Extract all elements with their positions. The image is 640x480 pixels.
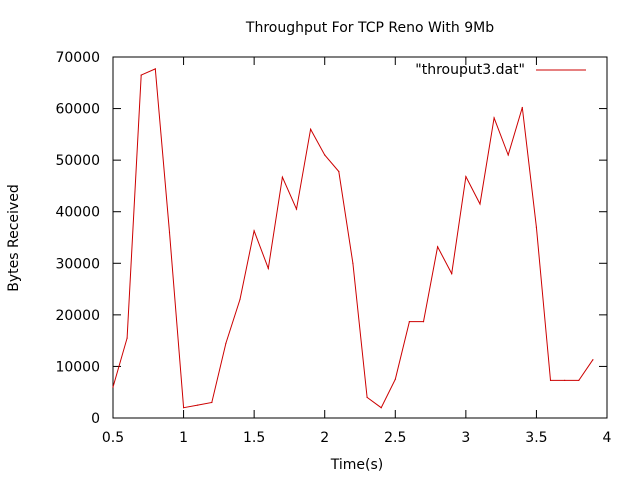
legend: "throuput3.dat" [415, 62, 586, 78]
data-point [225, 342, 227, 344]
plot-frame [112, 56, 608, 419]
x-tick-label: 2.5 [384, 430, 406, 446]
chart-title: Throughput For TCP Reno With 9Mb [245, 20, 494, 36]
x-tick-label: 4 [603, 430, 612, 446]
data-point [197, 404, 199, 406]
y-axis-label: Bytes Received [6, 184, 22, 291]
y-axis-label-group: Bytes Received [6, 184, 22, 291]
data-point [507, 154, 509, 156]
data-point [535, 226, 538, 228]
data-point [592, 359, 594, 361]
y-tick-label: 0 [91, 411, 100, 427]
x-tick-label: 3.5 [525, 430, 547, 446]
x-tick-label: 3 [461, 430, 470, 446]
data-point [154, 68, 156, 70]
data-point [310, 128, 312, 130]
y-tick-label: 70000 [55, 50, 100, 66]
series-line [112, 68, 594, 409]
axis-ticks: 0.5 1 1.5 2 2.5 3 3.5 4 0 10000 20000 30000 40000 500… [55, 50, 611, 446]
data-point [112, 386, 114, 388]
data-point [493, 117, 495, 119]
data-point [451, 273, 453, 275]
data-point [183, 407, 185, 409]
data-point [239, 298, 241, 300]
data-point [366, 396, 368, 398]
y-tick-label: 20000 [55, 308, 100, 324]
data-point [324, 154, 326, 156]
series-layer [112, 68, 594, 409]
data-point [479, 203, 481, 205]
data-point [521, 106, 523, 109]
x-tick-label: 1 [179, 430, 188, 446]
data-point [211, 401, 213, 404]
data-point [352, 262, 354, 264]
x-tick-label: 1.5 [243, 430, 265, 446]
x-tick-label: 0.5 [102, 430, 124, 446]
data-point [578, 379, 580, 381]
data-point [422, 321, 425, 323]
y-tick-label: 60000 [55, 102, 100, 118]
legend-label: "throuput3.dat" [415, 62, 525, 78]
data-point [253, 230, 255, 232]
y-tick-label: 30000 [55, 256, 100, 272]
data-point [380, 407, 382, 409]
data-point [549, 379, 552, 381]
y-tick-label: 10000 [55, 359, 100, 375]
data-point [267, 267, 269, 269]
data-point [465, 176, 467, 178]
data-point [168, 231, 171, 233]
x-tick-label: 2 [320, 430, 329, 446]
data-point [140, 74, 142, 76]
data-point [437, 246, 439, 248]
data-point [295, 208, 298, 210]
y-tick-label: 40000 [55, 205, 100, 221]
data-point [408, 321, 410, 323]
y-tick-label: 50000 [55, 153, 100, 169]
data-point [126, 337, 128, 339]
x-axis-label: Time(s) [330, 457, 383, 473]
data-point [281, 176, 283, 178]
data-point [338, 170, 340, 173]
data-point [564, 379, 566, 381]
data-point [394, 378, 396, 380]
